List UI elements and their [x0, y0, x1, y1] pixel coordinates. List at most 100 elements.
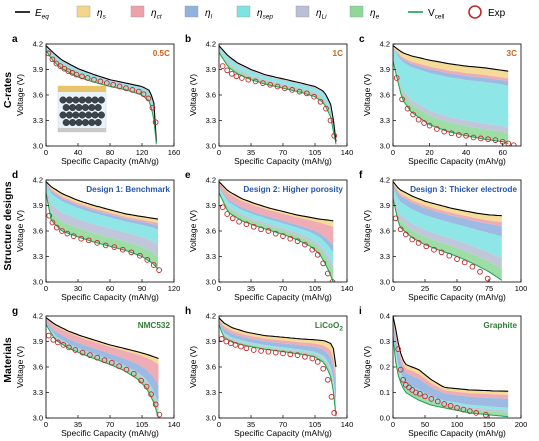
plot-area — [393, 45, 517, 146]
band-l — [393, 184, 502, 237]
x-tick-label: 35 — [247, 148, 255, 157]
panel-letter: c — [359, 34, 365, 45]
x-tick-label: 200 — [515, 420, 528, 429]
exp-point — [152, 119, 159, 126]
exp-point — [219, 63, 226, 69]
exp-point — [272, 349, 279, 356]
exp-point — [243, 221, 250, 228]
exp-point — [329, 279, 336, 282]
exp-point — [156, 267, 162, 273]
exp-point — [324, 270, 331, 277]
y-tick-label: 4.2 — [380, 40, 390, 49]
x-axis-label: Specific Capacity (mAh/g) — [408, 156, 506, 166]
x-tick-label: 0 — [217, 420, 221, 429]
exp-point — [149, 104, 156, 111]
panel-title-main: 3C — [507, 49, 518, 58]
y-tick-label: 3.3 — [33, 116, 43, 125]
exp-point — [434, 398, 441, 405]
y-tick-label: 3.6 — [206, 227, 216, 236]
plot-area — [219, 45, 338, 145]
y-tick-label: 3.3 — [33, 252, 43, 261]
exp-point — [238, 343, 244, 350]
legend-label-main: V — [428, 8, 435, 19]
legend-label-sub: eq — [42, 14, 50, 21]
exp-point — [258, 226, 264, 233]
panel-letter: h — [185, 306, 191, 317]
band-l — [393, 47, 509, 86]
inset-particle — [75, 103, 83, 111]
legend-label-main: η — [205, 8, 211, 19]
exp-point — [233, 73, 240, 80]
exp-point — [119, 246, 126, 253]
y-tick-label: 3.9 — [206, 65, 216, 74]
exp-point — [477, 135, 484, 142]
exp-point — [484, 275, 491, 282]
eq-line — [46, 181, 159, 220]
plot-area — [219, 181, 336, 282]
panel-title: NMC532 — [138, 321, 171, 330]
y-axis-label: Voltage (V) — [362, 74, 372, 116]
inset-particle — [62, 118, 70, 126]
inset-particle — [59, 111, 67, 119]
exp-point — [59, 228, 65, 234]
eq-line — [46, 317, 159, 360]
band-e — [393, 58, 509, 144]
exp-point — [287, 351, 294, 358]
x-tick-label: 20 — [425, 148, 433, 157]
panel-c: 0 20 40 60 3.0 3.3 3.6 3.9 4.2 Specific Capacity … — [359, 34, 522, 166]
legend-label-main: η — [316, 8, 322, 19]
panel-title: Graphite — [483, 321, 517, 330]
exp-point — [294, 352, 301, 358]
exp-point — [61, 65, 68, 72]
y-tick-label: 3.0 — [206, 414, 216, 423]
x-tick-label: 160 — [168, 148, 181, 157]
x-tick-label: 100 — [515, 284, 528, 293]
exp-point — [400, 376, 407, 383]
exp-point — [145, 95, 152, 102]
exp-point — [331, 410, 338, 416]
exp-point — [415, 240, 422, 246]
plot-area — [393, 181, 503, 282]
panel-title: LiCoO2 — [315, 321, 344, 333]
y-tick-label: 0.2 — [380, 363, 390, 372]
panel-i: 0 50 100 150 200 0.0 0.1 0.2 0.3 0.4 Specific Capa… — [359, 306, 527, 438]
exp-point — [49, 56, 56, 63]
panel-g: 0 35 70 105 140 3.0 3.3 3.6 3.9 4.2 Specific Capac… — [12, 306, 180, 438]
exp-point — [428, 396, 435, 402]
band-ct — [46, 318, 159, 386]
plot-area — [219, 317, 338, 417]
x-tick-label: 105 — [136, 420, 149, 429]
legend-label-sub: cell — [435, 14, 445, 21]
exp-point — [281, 85, 288, 92]
exp-point — [94, 240, 101, 246]
inset-particle — [69, 103, 77, 111]
exp-point — [143, 383, 150, 390]
panel-letter: i — [359, 306, 362, 317]
row-labels: C-rates Structure designs Materials — [2, 72, 14, 383]
electrode-inset — [57, 85, 107, 133]
x-tick-label: 0 — [44, 148, 48, 157]
legend-label: ηs — [97, 8, 107, 21]
exp-point — [294, 238, 301, 245]
exp-point — [128, 249, 135, 256]
eq-line — [219, 181, 334, 222]
y-tick-label: 3.6 — [380, 91, 390, 100]
exp-point — [116, 363, 122, 370]
band-l — [219, 186, 334, 253]
inset-particle — [97, 111, 105, 119]
x-tick-label: 105 — [309, 420, 322, 429]
legend-label-main: η — [97, 8, 103, 19]
exp-point — [258, 348, 264, 354]
exp-point — [320, 365, 327, 372]
exp-point — [108, 359, 115, 366]
inset-particle — [88, 118, 96, 126]
exp-point — [232, 342, 239, 348]
band-s — [219, 181, 334, 227]
x-tick-label: 50 — [453, 284, 461, 293]
x-tick-label: 60 — [106, 284, 114, 293]
y-tick-label: 4.2 — [206, 312, 216, 321]
y-tick-label: 3.0 — [33, 414, 43, 423]
exp-point — [123, 366, 130, 373]
legend-swatch-box — [236, 5, 251, 18]
y-tick-label: 3.3 — [206, 116, 216, 125]
